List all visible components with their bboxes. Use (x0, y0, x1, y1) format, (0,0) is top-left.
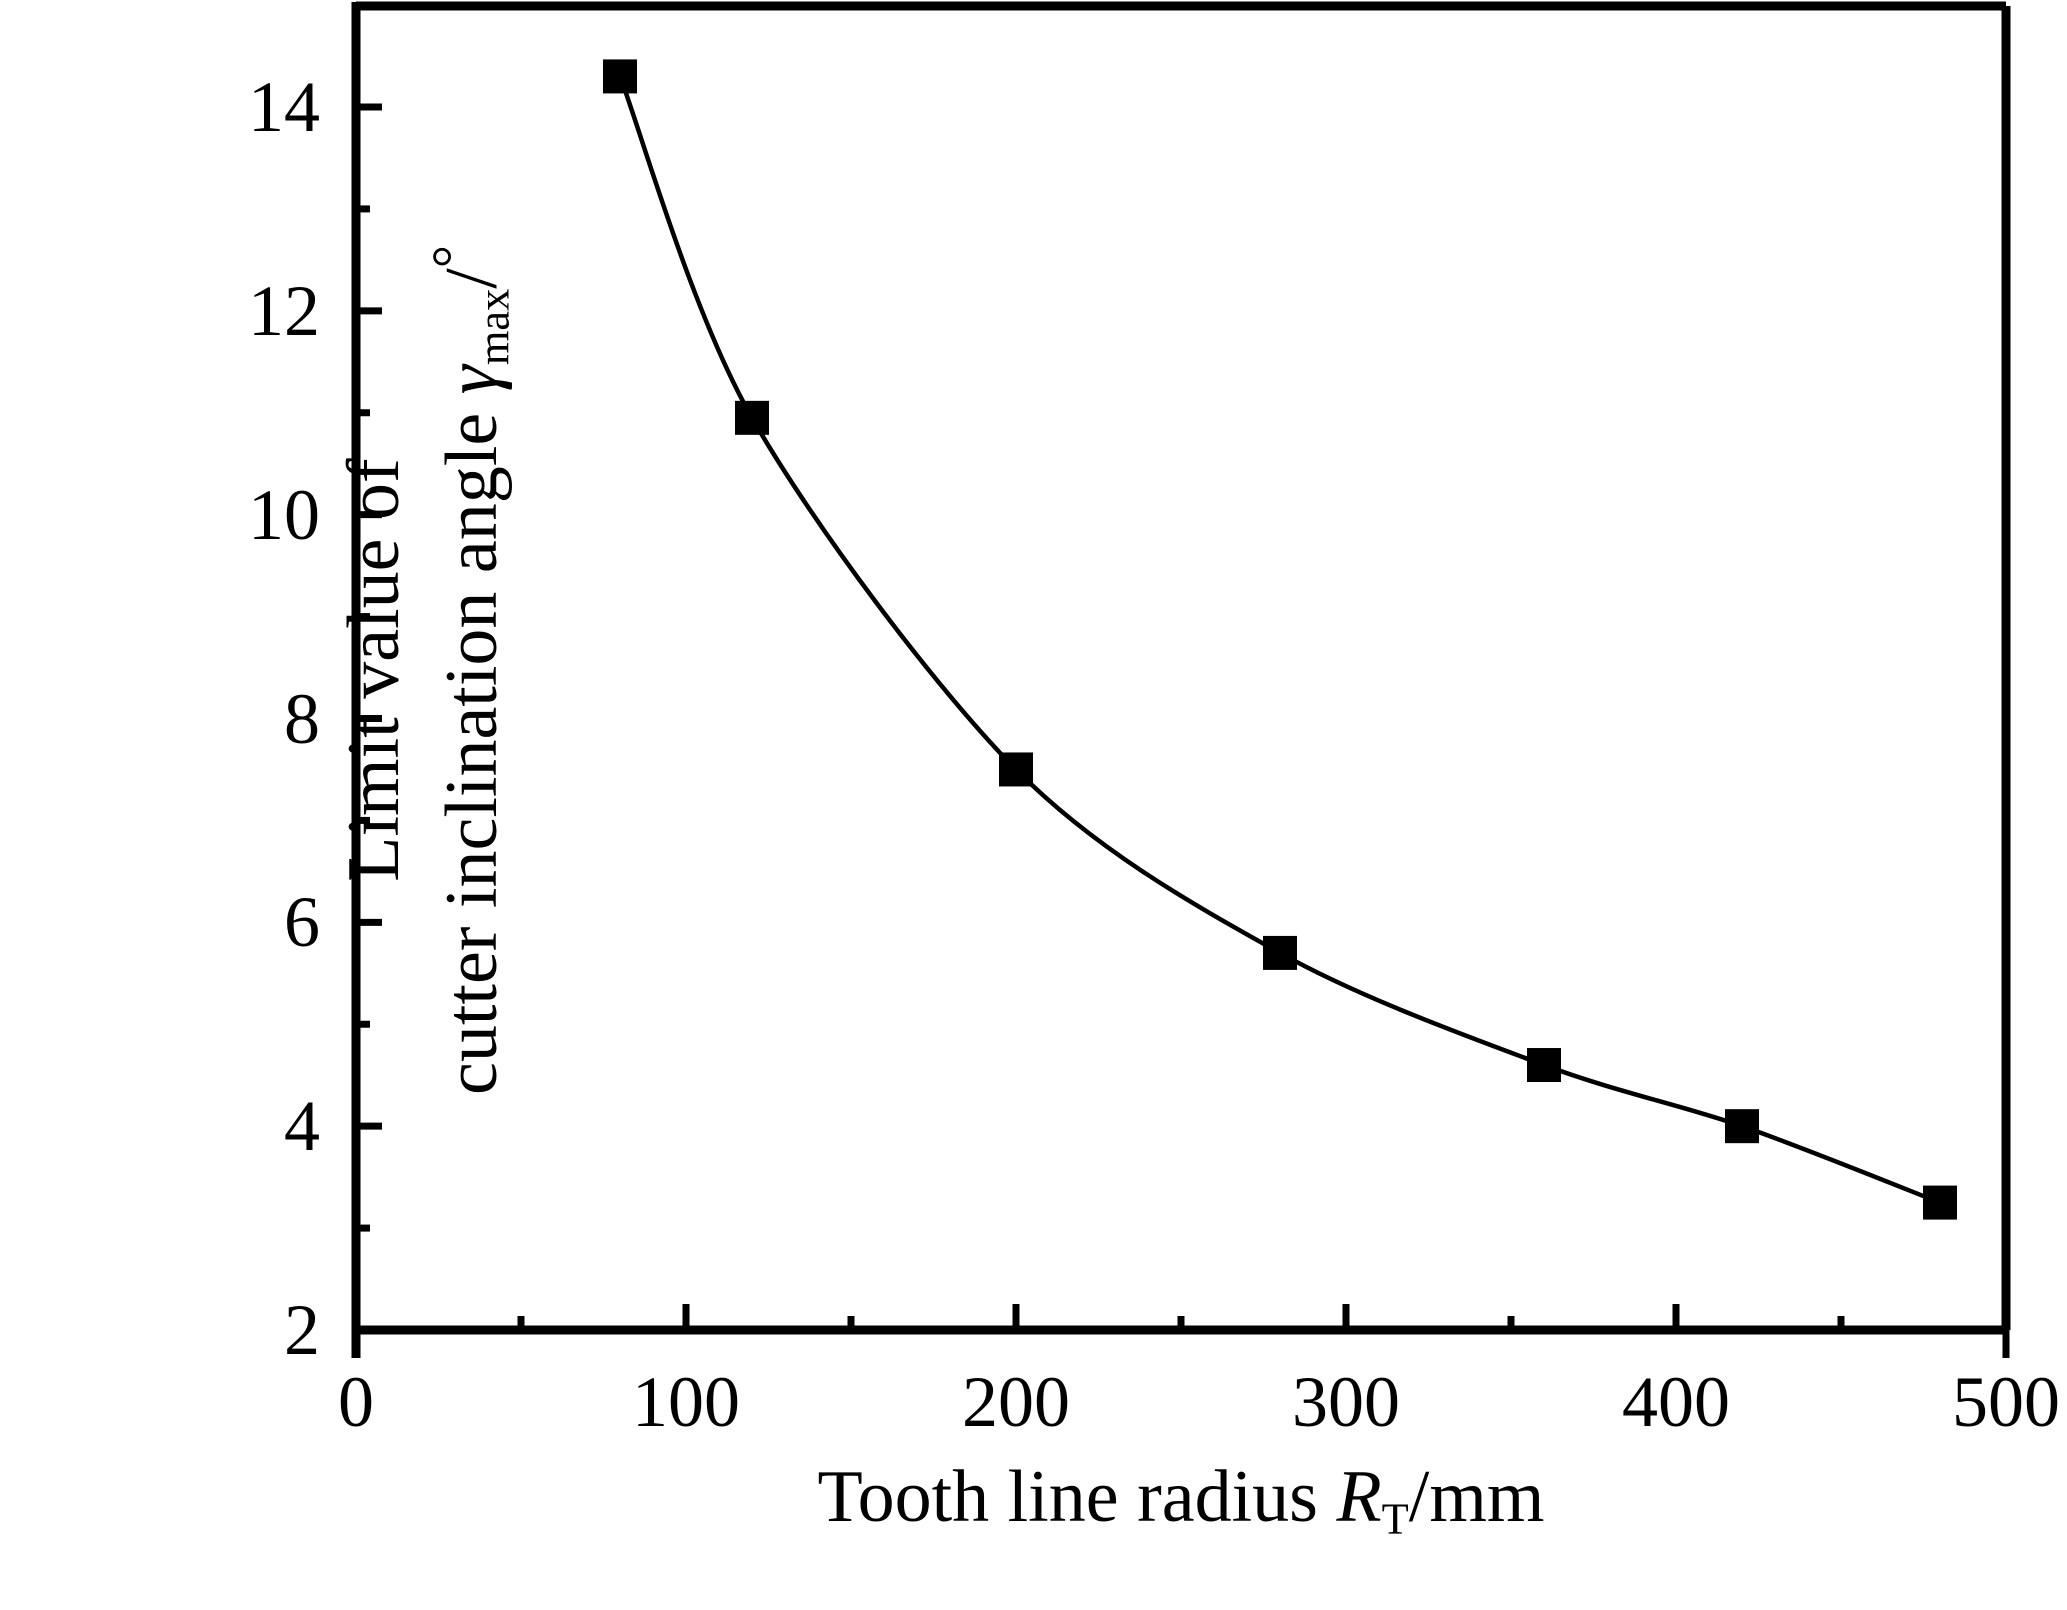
data-point-markers (603, 59, 1957, 1220)
x-tick-label: 300 (1292, 1362, 1400, 1442)
data-point-marker (999, 752, 1033, 787)
y-tick-label: 12 (248, 270, 320, 351)
x-axis-title-unit: /mm (1408, 1456, 1545, 1538)
y-tick-label: 4 (284, 1086, 320, 1167)
y-tick-label: 6 (284, 882, 320, 963)
data-point-marker (1263, 935, 1297, 970)
data-point-marker (735, 400, 769, 435)
x-tick-label: 0 (338, 1362, 374, 1442)
axis-frame (351, 1, 2011, 1358)
x-axis-title-text: Tooth line radius (817, 1456, 1337, 1538)
x-tick-label: 100 (632, 1362, 740, 1442)
plot-area (351, 1, 2011, 1358)
y-tick-label: 2 (284, 1290, 320, 1370)
data-point-marker (1527, 1048, 1561, 1083)
y-tick-label: 8 (284, 678, 320, 759)
x-axis-title: Tooth line radius RT/mm (356, 1455, 2006, 1544)
data-point-marker (1923, 1185, 1957, 1220)
x-tick-label: 500 (1952, 1362, 2060, 1442)
data-series-line (617, 75, 1941, 1205)
x-axis-title-subscript: T (1381, 1493, 1409, 1544)
tick-marks (352, 103, 2010, 1358)
y-tick-label: 10 (248, 474, 320, 555)
x-axis-title-var: R (1336, 1456, 1382, 1538)
plot-svg (351, 1, 2011, 1358)
y-tick-label: 14 (248, 67, 320, 147)
x-tick-label: 200 (962, 1362, 1070, 1442)
data-point-marker (603, 59, 637, 94)
x-tick-label: 400 (1622, 1362, 1730, 1442)
data-point-marker (1725, 1109, 1759, 1144)
